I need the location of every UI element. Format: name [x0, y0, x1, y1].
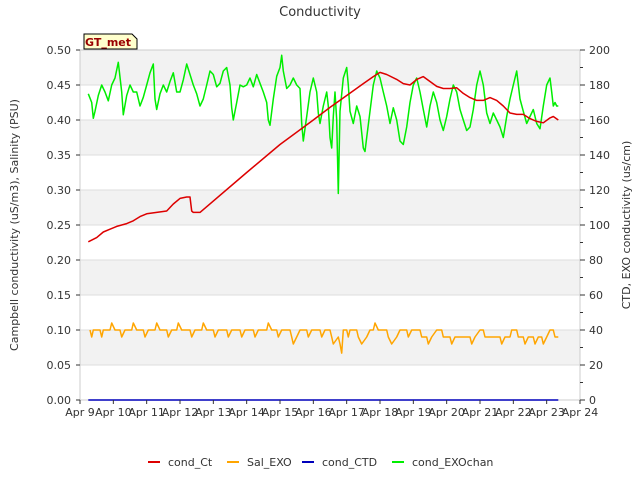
- y-left-tick-label: 0.40: [47, 114, 72, 127]
- legend: cond_Ct Sal_EXO cond_CTD cond_EXOchan: [148, 456, 493, 469]
- y-right-tick-label: 80: [589, 254, 603, 267]
- chart-title: Conductivity: [279, 5, 361, 20]
- y-axis-right-title: CTD, EXO conductivity (us/cm): [620, 141, 633, 310]
- x-tick-label: Apr 11: [128, 406, 165, 419]
- background-band: [80, 330, 580, 365]
- legend-label-Sal_EXO: Sal_EXO: [247, 456, 292, 469]
- y-left-tick-label: 0.15: [47, 289, 72, 302]
- y-axis-right: 0 20 40 60 80 100 120 140 160 180 200: [580, 44, 610, 407]
- background-band: [80, 260, 580, 295]
- legend-label-cond_Ct: cond_Ct: [168, 456, 213, 469]
- badge-label: GT_met: [85, 36, 131, 49]
- y-left-tick-label: 0.50: [47, 44, 72, 57]
- y-right-tick-label: 20: [589, 359, 603, 372]
- x-tick-label: Apr 18: [362, 406, 399, 419]
- x-tick-label: Apr 17: [328, 406, 365, 419]
- x-tick-label: Apr 20: [428, 406, 465, 419]
- legend-label-cond_CTD: cond_CTD: [322, 456, 377, 469]
- x-tick-label: Apr 23: [528, 406, 565, 419]
- x-tick-label: Apr 13: [195, 406, 232, 419]
- x-tick-label: Apr 16: [295, 406, 332, 419]
- x-tick-label: Apr 14: [228, 406, 265, 419]
- y-right-tick-label: 40: [589, 324, 603, 337]
- gt-met-badge: GT_met: [83, 33, 138, 50]
- x-tick-label: Apr 24: [562, 406, 599, 419]
- y-right-tick-label: 120: [589, 184, 610, 197]
- x-tick-label: Apr 19: [395, 406, 432, 419]
- y-left-tick-label: 0.25: [47, 219, 72, 232]
- y-axis-left-title: Campbell conductivity (uS/m3), Salinity …: [8, 99, 21, 351]
- series-line-cond_Ct: [87, 71, 559, 243]
- y-right-tick-label: 200: [589, 44, 610, 57]
- x-tick-label: Apr 22: [495, 406, 532, 419]
- x-tick-label: Apr 9: [65, 406, 95, 419]
- y-left-tick-label: 0.30: [47, 184, 72, 197]
- y-left-tick-label: 0.10: [47, 324, 72, 337]
- legend-label-cond_EXOchan: cond_EXOchan: [412, 456, 493, 469]
- y-right-tick-label: 100: [589, 219, 610, 232]
- x-tick-label: Apr 21: [462, 406, 499, 419]
- y-right-tick-label: 160: [589, 114, 610, 127]
- series-line-cond_EXOchan: [87, 54, 559, 195]
- x-tick-label: Apr 10: [95, 406, 132, 419]
- y-right-tick-label: 0: [589, 394, 596, 407]
- series-line-Sal_EXO: [89, 322, 559, 354]
- x-tick-label: Apr 12: [162, 406, 199, 419]
- y-right-tick-label: 60: [589, 289, 603, 302]
- y-left-tick-label: 0.00: [47, 394, 72, 407]
- y-right-tick-label: 180: [589, 79, 610, 92]
- y-left-tick-label: 0.35: [47, 149, 72, 162]
- background-band: [80, 50, 580, 85]
- x-tick-label: Apr 15: [262, 406, 299, 419]
- y-left-tick-label: 0.05: [47, 359, 72, 372]
- y-left-tick-label: 0.45: [47, 79, 72, 92]
- y-right-tick-label: 140: [589, 149, 610, 162]
- y-axis-left: 0.00 0.05 0.10 0.15 0.20 0.25 0.30 0.35 0.40 0.45…: [47, 44, 80, 407]
- y-left-tick-label: 0.20: [47, 254, 72, 267]
- background-band: [80, 190, 580, 225]
